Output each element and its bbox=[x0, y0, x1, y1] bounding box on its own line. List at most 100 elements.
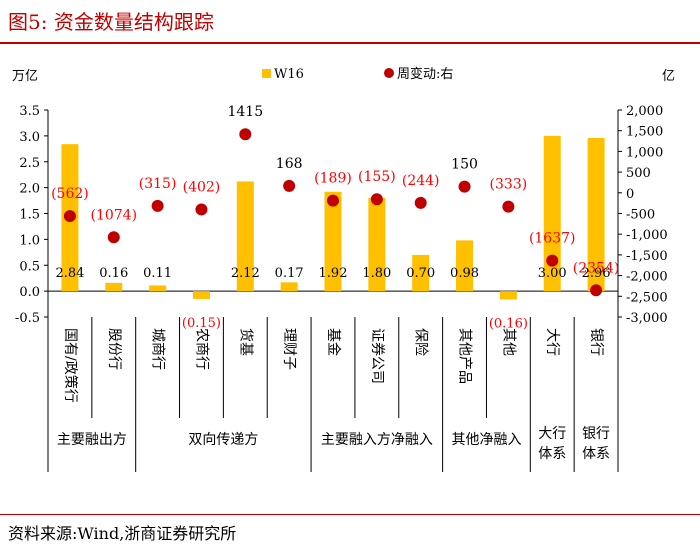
group-label-3: 其他净融入 bbox=[451, 432, 521, 448]
source-note: 资料来源:Wind,浙商证券研究所 bbox=[8, 524, 237, 543]
dot-3 bbox=[195, 203, 208, 216]
change-series bbox=[63, 128, 603, 297]
left-tick-label: 2.0 bbox=[19, 182, 40, 197]
bar-11 bbox=[543, 135, 561, 292]
left-tick-label: 3.0 bbox=[19, 130, 40, 145]
dot-7 bbox=[370, 193, 383, 206]
bar-5 bbox=[280, 282, 298, 292]
right-tick-label: -1,500 bbox=[626, 249, 668, 264]
right-tick-label: 2,000 bbox=[626, 104, 663, 119]
left-tick-label: 0.5 bbox=[19, 259, 40, 274]
category-label-11: 大行 bbox=[544, 328, 560, 356]
dot-5 bbox=[283, 179, 296, 192]
legend-dot-label: 周变动:右 bbox=[397, 66, 453, 82]
right-axis-unit: 亿 bbox=[662, 69, 675, 84]
dot-label-11: (1637) bbox=[529, 231, 576, 247]
dot-10 bbox=[502, 200, 515, 213]
right-tick-label: 1,000 bbox=[626, 145, 663, 160]
group-label-5: 银行体系 bbox=[582, 426, 610, 462]
left-tick-label: 1.5 bbox=[19, 208, 40, 223]
bar-3 bbox=[192, 291, 210, 299]
dot-label-6: (189) bbox=[314, 171, 352, 187]
bar-1 bbox=[105, 282, 123, 292]
bar-label-11: 3.00 bbox=[538, 266, 567, 281]
left-tick-label: 1.0 bbox=[19, 233, 40, 248]
category-label-8: 保险 bbox=[413, 328, 429, 356]
dot-label-7: (155) bbox=[358, 169, 396, 185]
group-label-4: 大行体系 bbox=[538, 426, 566, 462]
bar-label-8: 0.70 bbox=[406, 266, 435, 281]
dot-label-8: (244) bbox=[402, 173, 440, 189]
category-label-2: 城商行 bbox=[150, 328, 166, 370]
dot-label-1: (1074) bbox=[90, 207, 137, 223]
figure-title: 图5: 资金数量结构跟踪 bbox=[8, 10, 214, 34]
dot-12 bbox=[590, 284, 603, 297]
dot-label-3: (402) bbox=[183, 179, 221, 195]
left-axis-unit: 万亿 bbox=[12, 69, 38, 84]
right-tick-label: -2,000 bbox=[626, 270, 668, 285]
left-tick-label: 0.0 bbox=[19, 285, 40, 300]
right-tick-label: -500 bbox=[626, 208, 655, 223]
right-tick-label: 500 bbox=[626, 166, 651, 181]
bar-10 bbox=[499, 291, 517, 300]
category-label-0: 国有/政策行 bbox=[62, 328, 79, 403]
category-label-1: 股份行 bbox=[106, 328, 122, 370]
bar-label-0: 2.84 bbox=[55, 266, 84, 281]
bar-label-6: 1.92 bbox=[319, 266, 348, 281]
change-value-labels: (562)(1074)(315) (402) 1415 168 (189) (155) (2… bbox=[51, 104, 619, 276]
group-label-0: 主要融出方 bbox=[57, 432, 127, 448]
legend-dot-swatch bbox=[384, 68, 394, 78]
right-tick-label: -3,000 bbox=[626, 311, 668, 326]
legend-bar-swatch bbox=[262, 69, 271, 78]
bar-value-labels: 2.84 0.16 0.11 (0.15) 2.12 0.17 1.92 1.80 0.70 0.… bbox=[55, 266, 610, 331]
right-tick-label: 1,500 bbox=[626, 125, 663, 140]
dot-11 bbox=[546, 254, 559, 267]
bar-7 bbox=[368, 197, 386, 292]
bar-8 bbox=[412, 254, 430, 292]
dot-label-2: (315) bbox=[139, 176, 177, 192]
legend-bar-label: W16 bbox=[274, 67, 304, 82]
bar-2 bbox=[149, 285, 167, 292]
title-rule bbox=[0, 42, 700, 44]
bar-label-2: 0.11 bbox=[143, 266, 172, 281]
left-tick-label: 2.5 bbox=[19, 156, 40, 171]
category-label-10: 其他 bbox=[500, 328, 516, 356]
dot-label-4: 1415 bbox=[227, 104, 263, 120]
right-axis-ticks: 2,000 1,500 1,000 500 0 -500 -1,000 -1,500 -2,00… bbox=[618, 104, 668, 326]
legend: W16 周变动:右 bbox=[262, 66, 453, 82]
category-label-6: 基金 bbox=[325, 328, 342, 356]
dot-0 bbox=[63, 210, 76, 223]
right-tick-label: -2,500 bbox=[626, 290, 668, 305]
group-label-1: 双向传递方 bbox=[188, 432, 258, 448]
bar-label-9: 0.98 bbox=[450, 266, 479, 281]
dot-9 bbox=[458, 180, 471, 193]
category-label-12: 银行 bbox=[588, 328, 604, 356]
dot-1 bbox=[107, 231, 120, 244]
dot-6 bbox=[327, 194, 339, 207]
dot-4 bbox=[239, 128, 252, 141]
dot-label-0: (562) bbox=[51, 186, 89, 202]
category-label-3: 农商行 bbox=[193, 328, 209, 370]
left-axis-ticks: 3.5 3.0 2.5 2.0 1.5 1.0 0.5 0.0 -0.5 bbox=[15, 104, 48, 326]
right-tick-label: 0 bbox=[626, 187, 634, 202]
bar-label-4: 2.12 bbox=[231, 266, 260, 281]
group-label-2: 主要融入方净融入 bbox=[321, 432, 433, 448]
bar-label-12: 2.96 bbox=[582, 266, 611, 281]
category-label-9: 其他产品 bbox=[457, 328, 473, 384]
bar-6 bbox=[324, 191, 342, 292]
bar-9 bbox=[456, 240, 474, 292]
category-label-5: 理财子 bbox=[281, 328, 297, 370]
bar-label-1: 0.16 bbox=[99, 266, 128, 281]
right-tick-label: -1,000 bbox=[626, 228, 668, 243]
source-rule bbox=[0, 514, 700, 515]
bar-label-10: (0.16) bbox=[489, 316, 528, 331]
dot-label-10: (333) bbox=[490, 177, 528, 193]
bar-12 bbox=[587, 137, 605, 292]
left-tick-label: 3.5 bbox=[19, 104, 40, 119]
bar-label-5: 0.17 bbox=[275, 266, 304, 281]
dot-8 bbox=[414, 196, 427, 209]
dot-2 bbox=[151, 199, 164, 212]
left-tick-label: -0.5 bbox=[15, 311, 40, 326]
